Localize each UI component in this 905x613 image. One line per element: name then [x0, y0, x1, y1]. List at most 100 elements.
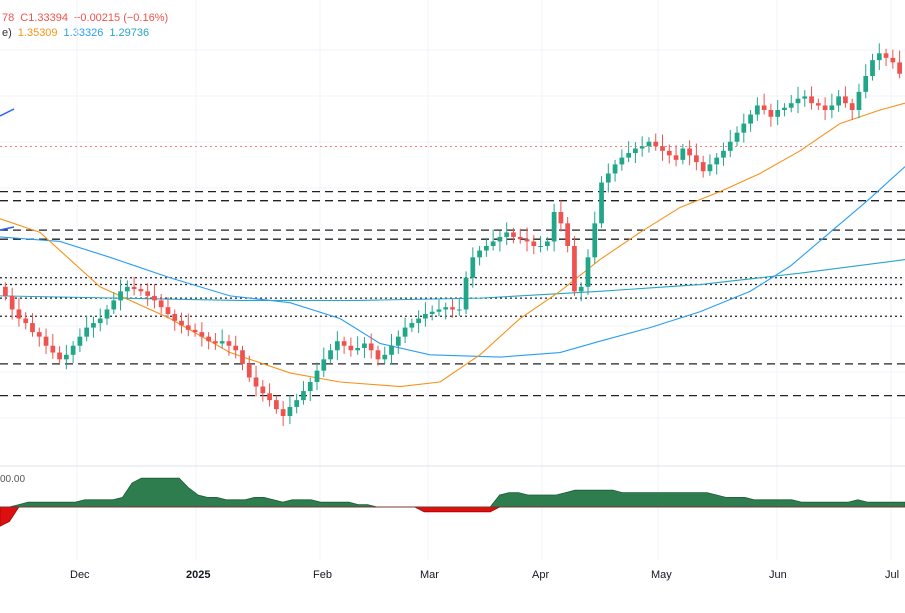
candle-body	[497, 236, 503, 242]
candle-body	[9, 295, 15, 310]
candle-body	[368, 343, 374, 351]
candle-body	[179, 320, 184, 326]
candle-body	[721, 150, 726, 158]
candle-body	[321, 359, 327, 371]
candle-body	[585, 257, 591, 287]
candle-body	[260, 386, 266, 394]
candle-body	[517, 236, 523, 240]
candle-body	[477, 250, 482, 258]
candle-body	[328, 350, 333, 360]
x-axis-tick-label: Dec	[70, 569, 90, 581]
oscillator-positive-area	[0, 477, 905, 508]
candle-body	[395, 336, 401, 346]
candle-body	[185, 325, 191, 330]
candle-body	[565, 223, 571, 246]
x-axis-tick-label: 2025	[186, 569, 210, 581]
candle-body	[158, 300, 164, 308]
candle-body	[355, 348, 361, 351]
x-axis-tick-label: Mar	[420, 569, 439, 581]
candle-body	[36, 332, 42, 337]
candle-body	[605, 173, 611, 183]
candle-body	[761, 105, 767, 110]
candle-body	[91, 323, 96, 328]
candle-body	[50, 345, 56, 353]
candle-body	[788, 103, 794, 108]
trend-line	[0, 108, 15, 117]
ma-header: e) 1.35309 1.33326 1.29736	[2, 27, 149, 39]
candle-body	[876, 53, 882, 61]
candle-body	[145, 291, 151, 296]
candle-body	[63, 354, 69, 360]
candle-body	[815, 103, 821, 106]
candle-body	[836, 96, 842, 106]
candle-body	[883, 53, 889, 58]
candle-body	[768, 110, 774, 117]
candle-body	[70, 345, 76, 355]
candle-body	[3, 286, 8, 296]
candle-body	[484, 246, 489, 251]
candle-body	[558, 212, 564, 224]
candle-body	[666, 150, 672, 156]
candle-body	[849, 103, 855, 110]
ma-label-fragment: e)	[2, 27, 12, 39]
change-value: −0.00215 (−0.16%)	[73, 12, 169, 24]
x-axis-tick-label: Feb	[313, 569, 332, 581]
candle-body	[538, 246, 543, 247]
candle-body	[192, 329, 198, 333]
candle-body	[124, 286, 130, 292]
candle-body	[301, 391, 306, 401]
candle-body	[511, 232, 516, 237]
candle-body	[429, 311, 435, 314]
candle-body	[240, 350, 245, 364]
candle-body	[287, 406, 293, 416]
candle-body	[118, 291, 123, 301]
candle-body	[646, 141, 652, 147]
candle-body	[402, 327, 408, 337]
candle-body	[57, 352, 62, 360]
trend-line	[0, 226, 15, 231]
x-axis-tick-label: Jun	[769, 569, 787, 581]
candle-body	[172, 314, 178, 321]
candle-body	[450, 307, 455, 310]
candle-body	[348, 345, 354, 351]
candle-body	[612, 164, 618, 174]
candle-body	[782, 107, 787, 110]
candle-body	[897, 62, 902, 74]
ma-mid-line	[0, 166, 905, 358]
ma-fast-value: 1.35309	[17, 27, 58, 39]
candle-body	[660, 146, 665, 151]
candle-body	[795, 98, 801, 104]
candle-body	[572, 246, 577, 292]
candle-body	[524, 239, 530, 242]
candle-body	[375, 350, 381, 360]
candle-body	[253, 377, 259, 387]
oscillator-tick-label: 00.00	[0, 474, 25, 485]
candle-body	[219, 341, 225, 344]
candle-body	[341, 341, 347, 346]
candle-body	[280, 409, 286, 416]
candle-body	[639, 146, 645, 149]
candle-body	[734, 132, 740, 142]
candle-body	[294, 400, 300, 407]
candle-body	[273, 400, 279, 410]
candle-body	[870, 60, 875, 76]
ma-slow-value: 1.29736	[109, 27, 150, 39]
candle-body	[470, 257, 476, 278]
candle-body	[619, 157, 625, 165]
candle-body	[809, 96, 814, 104]
candle-body	[30, 323, 35, 333]
ma-slow-line	[0, 259, 905, 301]
candle-body	[727, 141, 733, 151]
candle-body	[673, 155, 679, 160]
candle-body	[233, 345, 239, 351]
candle-body	[802, 96, 808, 99]
candle-body	[423, 314, 428, 319]
candle-body	[138, 289, 144, 292]
candle-body	[504, 232, 510, 237]
candle-body	[213, 341, 218, 344]
candle-body	[409, 323, 415, 328]
candle-body	[97, 318, 103, 324]
x-axis-tick-label: Jul	[885, 569, 899, 581]
candle-body	[829, 105, 835, 110]
